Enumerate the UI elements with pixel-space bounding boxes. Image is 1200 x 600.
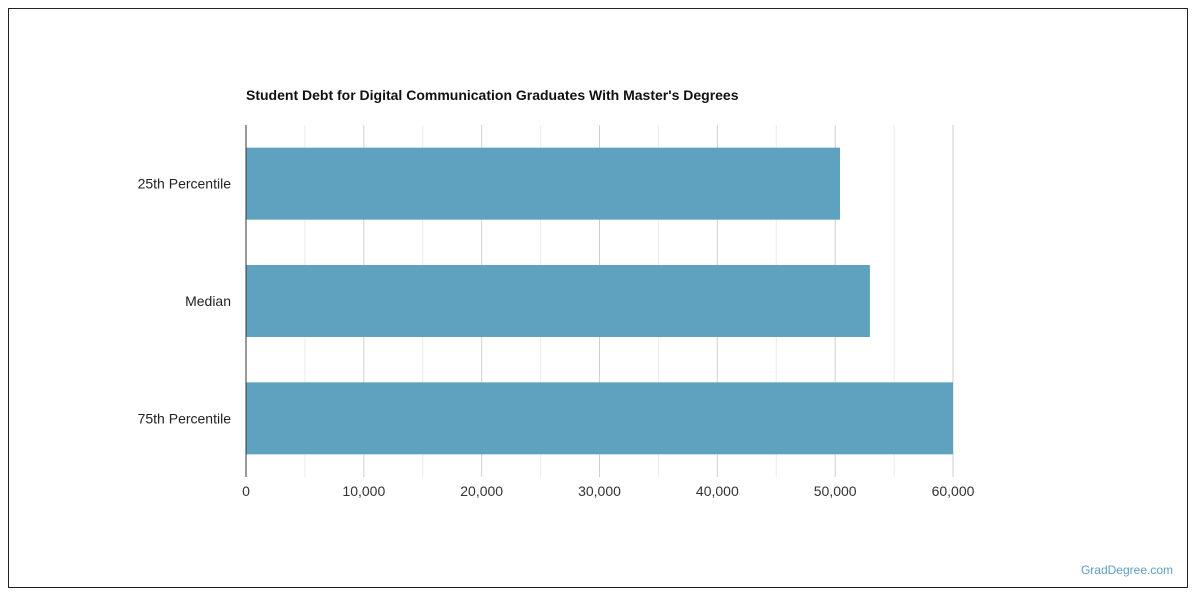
- bars: [246, 147, 953, 455]
- x-tick-label: 10,000: [342, 483, 385, 499]
- bar[interactable]: [246, 382, 953, 455]
- x-tick-label: 40,000: [696, 483, 739, 499]
- bar-chart: Student Debt for Digital Communication G…: [138, 87, 975, 499]
- category-label: 25th Percentile: [138, 176, 232, 192]
- x-tick-label: 20,000: [460, 483, 503, 499]
- x-tick-label: 0: [242, 483, 250, 499]
- bar[interactable]: [246, 265, 870, 337]
- x-tick-label: 50,000: [814, 483, 857, 499]
- chart-title: Student Debt for Digital Communication G…: [246, 87, 739, 103]
- category-label: 75th Percentile: [138, 410, 232, 426]
- watermark-link[interactable]: GradDegree.com: [1080, 563, 1173, 577]
- chart-frame: Student Debt for Digital Communication G…: [8, 8, 1188, 588]
- x-tick-label: 60,000: [932, 483, 975, 499]
- x-tick-labels: 0 10,000 20,000 30,000 40,000 50,000 60,000: [242, 483, 975, 499]
- category-labels: 25th Percentile Median 75th Percentile: [138, 176, 232, 427]
- x-tick-label: 30,000: [578, 483, 621, 499]
- category-label: Median: [185, 293, 231, 309]
- bar[interactable]: [246, 147, 840, 220]
